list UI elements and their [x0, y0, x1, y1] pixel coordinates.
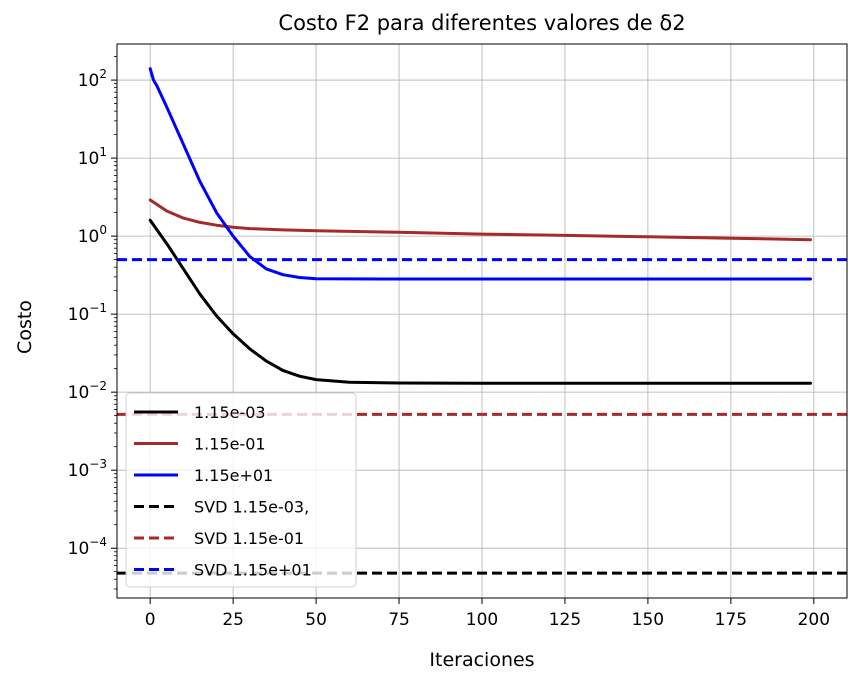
y-axis-label: Costo	[14, 300, 36, 354]
y-tick-label-3: 10−1	[68, 301, 107, 325]
series-line-0	[148, 218, 812, 385]
x-tick-label-0: 0	[145, 610, 156, 630]
x-tick-label-4: 100	[466, 610, 498, 630]
legend-label-3: SVD 1.15e-03,	[194, 498, 309, 517]
series-line-2	[148, 67, 812, 281]
x-tick-label-1: 25	[222, 610, 244, 630]
chart-title: Costo F2 para diferentes valores de δ2	[278, 11, 685, 35]
x-axis-label: Iteraciones	[429, 649, 534, 671]
x-tick-label-3: 75	[388, 610, 410, 630]
series-line-1	[148, 198, 812, 242]
y-tick-label-0: 10−4	[68, 535, 107, 559]
y-tick-label-5: 101	[78, 145, 107, 169]
y-tick-label-1: 10−3	[68, 457, 107, 481]
x-tick-label-7: 175	[715, 610, 747, 630]
x-tick-label-6: 150	[632, 610, 664, 630]
legend-label-2: 1.15e+01	[194, 466, 273, 485]
legend-label-0: 1.15e-03	[194, 403, 266, 422]
legend: 1.15e-03 1.15e-01 1.15e+01 SVD 1.15e-03, SVD…	[125, 392, 357, 588]
y-tick-label-2: 10−2	[68, 379, 107, 403]
legend-box	[125, 392, 357, 588]
legend-label-4: SVD 1.15e-01	[194, 529, 304, 548]
legend-label-1: 1.15e-01	[194, 435, 266, 454]
x-tick-label-5: 125	[549, 610, 581, 630]
plot-area: 0 25 50 75 100 125 150 175 200 10−4 10−3 10−2 10−1 10…	[68, 43, 848, 630]
y-tick-label-6: 102	[78, 67, 107, 91]
x-tick-label-8: 200	[798, 610, 830, 630]
x-tick-label-2: 50	[305, 610, 327, 630]
y-tick-label-4: 100	[78, 223, 107, 247]
legend-label-5: SVD 1.15e+01	[194, 561, 312, 580]
